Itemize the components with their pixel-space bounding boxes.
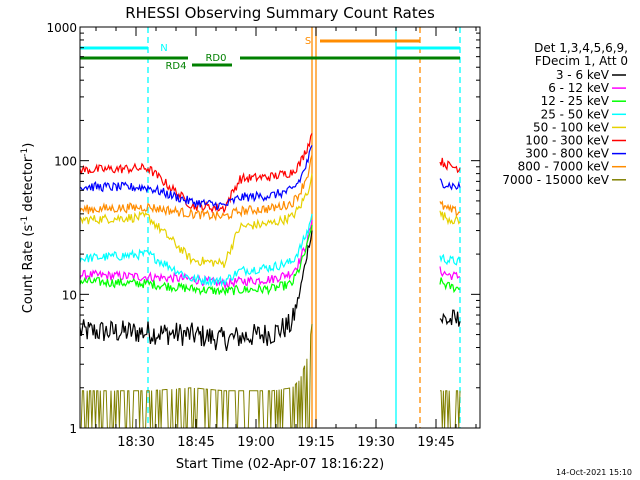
legend-header-line: FDecim 1, Att 0 [535,54,628,68]
legend-entry-label: 100 - 300 keV [525,134,609,148]
legend-entry-label: 800 - 7000 keV [518,160,610,174]
series-line [79,145,313,211]
x-tick-label: 19:15 [297,435,334,450]
series-line [439,309,461,327]
plot-area: N S RD0 RD4 [79,27,461,429]
legend-entry-label: 12 - 25 keV [541,94,610,108]
series-line [439,178,461,191]
series-line [439,277,461,294]
y-axis-label-part: detector [21,156,36,216]
x-tick-label: 19:00 [237,435,274,450]
series-line [79,219,313,291]
rd4-flag-label: RD4 [165,61,186,72]
x-tick-label: 19:30 [357,435,394,450]
y-axis-label-exponent: -1 [20,148,30,157]
series-line [440,390,461,429]
legend-entry-label: 3 - 6 keV [556,68,610,82]
datestamp: 14-Oct-2021 15:10 [556,468,632,477]
series-line [79,213,313,288]
series-line [79,224,313,297]
legend-entry-label: 7000 - 15000 keV [502,173,609,187]
night-flag-label: N [160,43,167,54]
series-line [439,253,461,266]
legend-entry-label: 300 - 800 keV [525,147,609,161]
y-tick-label: 10 [62,288,77,302]
y-tick-label: 100 [54,155,77,169]
x-tick-label: 18:45 [177,435,214,450]
series-line [439,157,461,174]
y-axis-label: Count Rate (s-1 detector-1) [20,143,36,314]
legend-entry-label: 6 - 12 keV [548,81,610,95]
y-axis-label-exponent: -1 [20,216,30,225]
legend-header-line: Det 1,3,4,5,6,9, [534,41,628,55]
y-axis-label-part: Count Rate (s [21,225,36,314]
series-line [79,230,313,352]
rd0-flag-label: RD0 [205,53,226,64]
series-line [80,323,313,429]
series-line [439,200,461,217]
series-line [439,266,460,280]
chart-title: RHESSI Observing Summary Count Rates [125,4,435,22]
series-line [79,173,313,268]
saa-flag-label: S [305,36,311,47]
x-tick-label: 18:30 [117,435,154,450]
series-line [439,210,461,226]
series-line [79,154,313,222]
axes: 1 10 100 1000 18:30 18:45 19:00 19:15 19:30 19:45 [46,21,481,450]
plot-frame [79,26,481,429]
y-tick-label: 1000 [46,21,77,35]
legend-entry-label: 50 - 100 keV [533,120,610,134]
legend: Det 1,3,4,5,6,9, FDecim 1, Att 0 3 - 6 k… [502,41,628,187]
x-tick-label: 19:45 [417,435,454,450]
x-axis-label: Start Time (02-Apr-07 18:16:22) [176,457,384,472]
series-line [79,133,313,214]
y-tick-label: 1 [69,422,77,436]
y-axis-label-part: ) [21,143,36,148]
legend-entry-label: 25 - 50 keV [541,107,610,121]
